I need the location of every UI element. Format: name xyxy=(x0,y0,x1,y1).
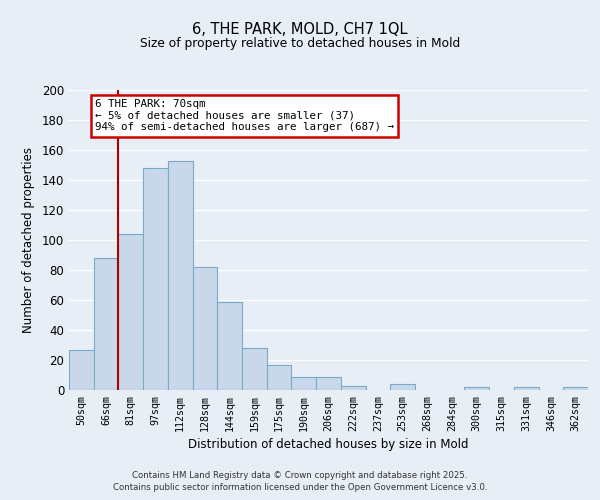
Text: 6, THE PARK, MOLD, CH7 1QL: 6, THE PARK, MOLD, CH7 1QL xyxy=(192,22,408,38)
Bar xyxy=(143,168,168,390)
Bar xyxy=(292,376,316,390)
Bar xyxy=(217,302,242,390)
Y-axis label: Number of detached properties: Number of detached properties xyxy=(22,147,35,333)
Bar xyxy=(168,160,193,390)
Bar xyxy=(267,364,292,390)
Text: 6 THE PARK: 70sqm
← 5% of detached houses are smaller (37)
94% of semi-detached : 6 THE PARK: 70sqm ← 5% of detached house… xyxy=(95,99,394,132)
Bar xyxy=(193,267,217,390)
Bar xyxy=(69,350,94,390)
Bar xyxy=(341,386,365,390)
Bar xyxy=(563,387,588,390)
Bar xyxy=(464,387,489,390)
Bar xyxy=(94,258,118,390)
Bar xyxy=(316,376,341,390)
Text: Size of property relative to detached houses in Mold: Size of property relative to detached ho… xyxy=(140,38,460,51)
Bar xyxy=(514,387,539,390)
Bar xyxy=(242,348,267,390)
Text: Contains public sector information licensed under the Open Government Licence v3: Contains public sector information licen… xyxy=(113,482,487,492)
Bar xyxy=(390,384,415,390)
Text: Contains HM Land Registry data © Crown copyright and database right 2025.: Contains HM Land Registry data © Crown c… xyxy=(132,472,468,480)
Bar xyxy=(118,234,143,390)
X-axis label: Distribution of detached houses by size in Mold: Distribution of detached houses by size … xyxy=(188,438,469,451)
